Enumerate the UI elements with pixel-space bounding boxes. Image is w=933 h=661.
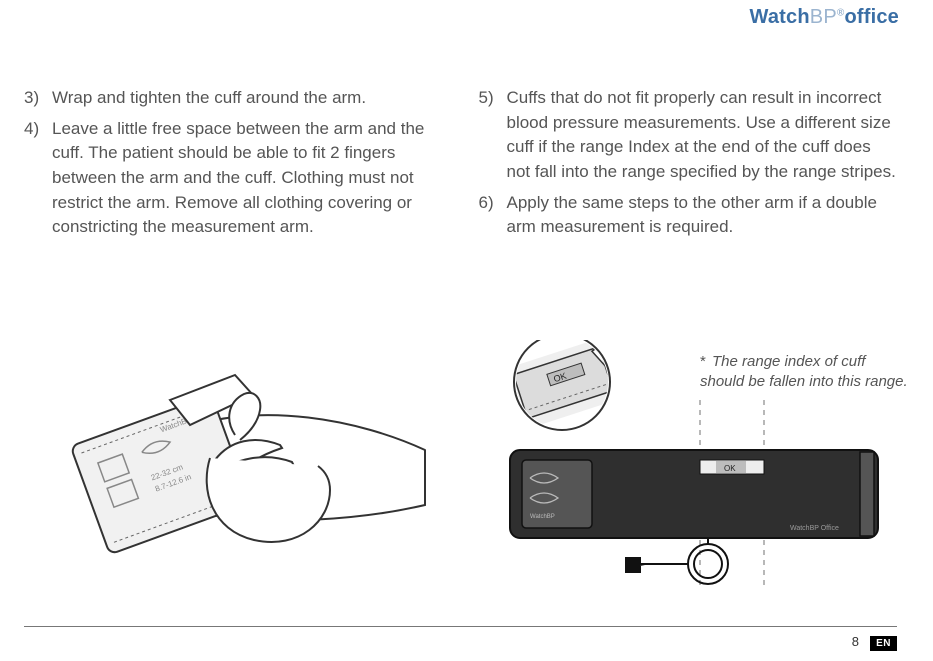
step-text: Cuffs that do not fit properly can resul… xyxy=(507,86,898,185)
content-columns: 3) Wrap and tighten the cuff around the … xyxy=(24,86,897,246)
brand-part3: office xyxy=(844,6,899,28)
note-asterisk: * xyxy=(700,352,712,372)
step-number: 3) xyxy=(24,86,52,111)
range-note: *The range index of cuff should be falle… xyxy=(700,352,910,393)
step-number: 6) xyxy=(479,191,507,240)
step-6: 6) Apply the same steps to the other arm… xyxy=(479,191,898,240)
language-badge: EN xyxy=(870,636,897,651)
brand-part2: BP xyxy=(810,6,837,28)
step-number: 5) xyxy=(479,86,507,185)
footer-rule xyxy=(24,626,897,627)
steps-left: 3) Wrap and tighten the cuff around the … xyxy=(24,86,443,240)
step-3: 3) Wrap and tighten the cuff around the … xyxy=(24,86,443,111)
steps-right: 5) Cuffs that do not fit properly can re… xyxy=(479,86,898,240)
step-text: Wrap and tighten the cuff around the arm… xyxy=(52,86,443,111)
right-column: 5) Cuffs that do not fit properly can re… xyxy=(479,86,898,246)
svg-text:WatchBP: WatchBP xyxy=(530,514,555,520)
step-text: Leave a little free space between the ar… xyxy=(52,117,443,240)
step-4: 4) Leave a little free space between the… xyxy=(24,117,443,240)
step-number: 4) xyxy=(24,117,52,240)
step-5: 5) Cuffs that do not fit properly can re… xyxy=(479,86,898,185)
svg-text:WatchBP Office: WatchBP Office xyxy=(790,525,839,532)
figure-wrap-cuff: 22-32 cm 8.7-12.6 in WatchBP xyxy=(30,340,430,570)
note-text: The range index of cuff should be fallen… xyxy=(700,353,908,390)
svg-text:OK: OK xyxy=(724,464,736,473)
page-number: 8 xyxy=(852,634,859,649)
brand-logo: WatchBP®office xyxy=(750,6,899,29)
manual-page: WatchBP®office 3) Wrap and tighten the c… xyxy=(0,0,933,661)
wrap-cuff-svg: 22-32 cm 8.7-12.6 in WatchBP xyxy=(30,340,430,570)
left-column: 3) Wrap and tighten the cuff around the … xyxy=(24,86,443,246)
brand-part1: Watch xyxy=(750,6,810,28)
step-text: Apply the same steps to the other arm if… xyxy=(507,191,898,240)
